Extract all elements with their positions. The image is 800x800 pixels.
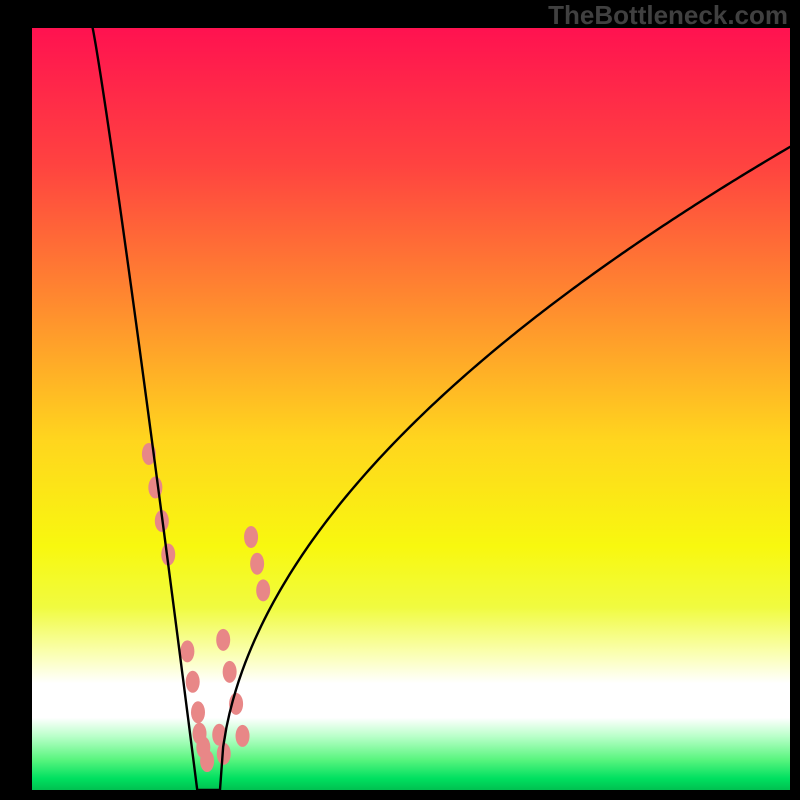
marker-dot <box>256 579 270 601</box>
plot-svg <box>0 0 800 800</box>
marker-dot <box>180 640 194 662</box>
marker-dot <box>244 526 258 548</box>
watermark-text: TheBottleneck.com <box>548 0 788 31</box>
chart-container: TheBottleneck.com <box>0 0 800 800</box>
marker-dot <box>200 750 214 772</box>
marker-dot <box>216 629 230 651</box>
gradient-background <box>32 28 790 790</box>
marker-dot <box>223 661 237 683</box>
marker-dot <box>191 701 205 723</box>
marker-dot <box>250 553 264 575</box>
marker-dot <box>186 671 200 693</box>
marker-dot <box>236 725 250 747</box>
